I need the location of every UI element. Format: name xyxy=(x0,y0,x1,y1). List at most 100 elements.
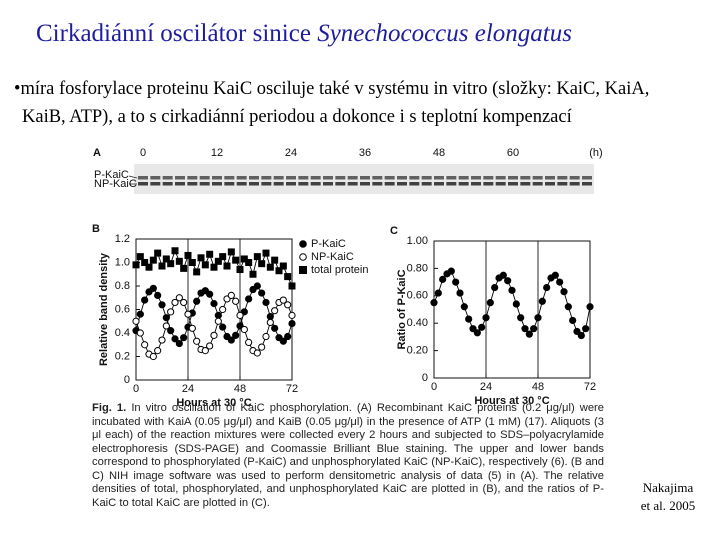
x-tick-label: 72 xyxy=(286,383,298,395)
data-point xyxy=(149,256,157,264)
data-point xyxy=(162,255,170,263)
gel-band xyxy=(434,182,444,186)
data-point xyxy=(508,286,516,294)
data-point xyxy=(271,307,279,315)
panel-label: C xyxy=(390,225,398,237)
data-point xyxy=(288,282,296,290)
data-point xyxy=(201,261,209,269)
data-point xyxy=(232,297,240,305)
data-point xyxy=(266,263,274,271)
x-axis-label: Hours at 30 °C xyxy=(176,397,251,409)
data-point xyxy=(499,271,507,279)
gel-band xyxy=(249,176,259,180)
y-tick-label: 0.60 xyxy=(407,290,428,302)
data-point xyxy=(504,277,512,285)
data-point xyxy=(184,310,192,318)
data-point xyxy=(154,347,162,355)
data-point xyxy=(188,324,196,332)
data-point xyxy=(227,291,235,299)
gel-band xyxy=(187,176,198,180)
data-point xyxy=(560,288,568,296)
data-point xyxy=(171,335,179,343)
lane-label: 12 xyxy=(211,147,223,159)
gel-band xyxy=(397,176,407,180)
data-point xyxy=(136,329,144,337)
data-point xyxy=(206,250,214,258)
gel-band xyxy=(138,176,148,180)
gel-band xyxy=(409,182,420,186)
gel-band xyxy=(372,182,383,186)
data-point xyxy=(452,278,460,286)
y-tick-label: 0.20 xyxy=(407,345,428,357)
data-point xyxy=(210,263,218,271)
gel-band xyxy=(421,182,432,186)
gel-band xyxy=(471,182,481,186)
title-italic: Synechococcus elongatus xyxy=(317,20,572,47)
data-point xyxy=(543,283,551,292)
gel-band xyxy=(150,182,161,186)
data-point xyxy=(486,299,494,307)
band-label: P-KaiC xyxy=(94,169,129,181)
data-point xyxy=(227,336,235,344)
data-point xyxy=(262,249,270,257)
data-point xyxy=(193,268,201,276)
x-tick-label: 24 xyxy=(182,383,194,395)
data-point xyxy=(154,249,162,257)
data-point xyxy=(271,256,279,264)
data-point xyxy=(262,332,270,341)
data-point xyxy=(141,296,149,304)
data-point xyxy=(245,259,253,266)
gel-band xyxy=(261,176,272,180)
y-tick-label: 0.4 xyxy=(115,327,130,339)
data-point xyxy=(482,314,490,322)
gel-band xyxy=(187,182,198,186)
gel-band xyxy=(150,176,161,180)
data-point xyxy=(460,303,468,311)
data-point xyxy=(167,327,175,335)
data-point xyxy=(534,314,542,322)
data-point xyxy=(430,299,438,307)
data-point xyxy=(258,343,266,351)
data-point xyxy=(279,262,287,270)
data-point xyxy=(473,329,481,337)
gel-band xyxy=(569,176,580,180)
citation: Nakajima et al. 2005 xyxy=(626,479,710,515)
data-point xyxy=(193,337,201,345)
y-axis-label: Relative band density xyxy=(98,252,110,366)
gel-band xyxy=(347,182,358,186)
gel-band xyxy=(458,182,469,186)
data-point xyxy=(141,341,149,349)
data-point xyxy=(573,327,581,336)
gel-band xyxy=(310,182,321,186)
data-point xyxy=(175,257,183,265)
gel-band xyxy=(495,182,506,186)
y-tick-label: 0 xyxy=(422,372,428,384)
data-point xyxy=(434,289,442,297)
data-point xyxy=(288,311,296,319)
x-tick-label: 0 xyxy=(133,383,139,395)
data-point xyxy=(240,325,248,334)
data-point xyxy=(214,317,222,325)
gel-band xyxy=(384,176,395,180)
gel-band xyxy=(335,182,346,186)
gel-band xyxy=(236,182,247,186)
data-point xyxy=(206,342,214,350)
data-point xyxy=(180,334,188,342)
gel-band xyxy=(323,182,333,186)
data-point xyxy=(279,296,287,304)
y-tick-label: 0.8 xyxy=(115,280,130,292)
data-point xyxy=(258,260,266,268)
x-tick-label: 48 xyxy=(532,381,544,393)
data-point xyxy=(193,297,201,305)
data-point xyxy=(288,320,296,328)
gel-band xyxy=(199,176,210,180)
data-point xyxy=(245,338,253,346)
data-point xyxy=(525,330,533,338)
gel-band xyxy=(138,182,148,186)
gel-band xyxy=(162,176,173,180)
data-point xyxy=(175,339,183,348)
gel-band xyxy=(236,176,247,180)
gel-band xyxy=(310,176,321,180)
data-point xyxy=(245,295,253,303)
